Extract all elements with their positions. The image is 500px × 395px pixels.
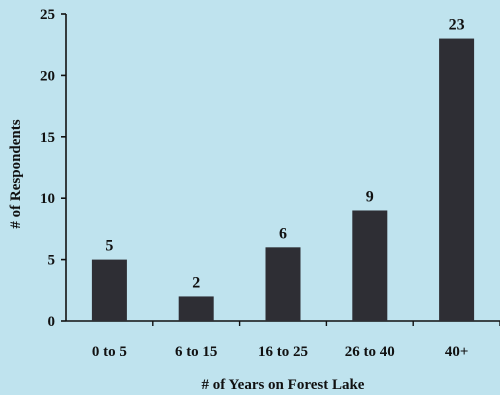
bar xyxy=(91,259,127,321)
data-label: 5 xyxy=(105,238,113,255)
y-tick-label: 15 xyxy=(40,130,55,146)
data-label: 6 xyxy=(279,225,287,242)
data-labels: 5 2 6 9 23 xyxy=(105,17,464,292)
y-tick-label: 20 xyxy=(40,68,55,84)
y-tick-label: 10 xyxy=(40,191,55,207)
y-tick-label: 25 xyxy=(40,7,55,23)
bar xyxy=(265,247,301,321)
y-tick-label: 0 xyxy=(48,314,56,330)
bar xyxy=(439,38,475,322)
x-tick-label: 40+ xyxy=(445,344,469,360)
x-tick-label: 6 to 15 xyxy=(175,344,218,360)
data-label: 9 xyxy=(366,188,374,205)
bar xyxy=(352,210,388,321)
data-label: 2 xyxy=(192,274,200,291)
y-axis: 0 5 10 15 20 25 xyxy=(40,7,67,330)
x-axis: 0 to 5 6 to 15 16 to 25 26 to 40 40+ xyxy=(66,320,500,360)
x-tick-label: 0 to 5 xyxy=(92,344,127,360)
x-tick-label: 16 to 25 xyxy=(258,344,308,360)
bars xyxy=(91,38,475,322)
x-tick-label: 26 to 40 xyxy=(345,344,395,360)
y-tick-label: 5 xyxy=(48,253,56,269)
bar xyxy=(178,296,214,321)
data-label: 23 xyxy=(449,17,465,34)
y-axis-title: # of Respondents xyxy=(8,119,24,228)
x-axis-title: # of Years on Forest Lake xyxy=(202,377,365,393)
